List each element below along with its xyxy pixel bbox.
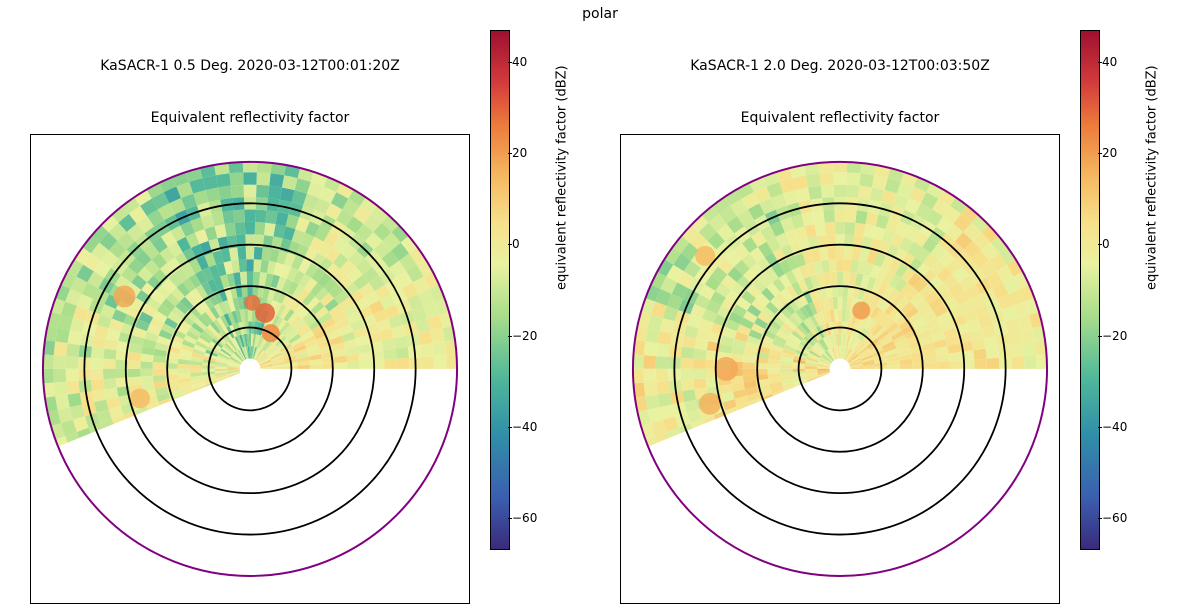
- colorbar-tick: 0: [512, 237, 520, 251]
- colorbar-gradient-left: [490, 30, 510, 550]
- title-line2: Equivalent reflectivity factor: [151, 110, 350, 126]
- colorbar-tick: 0: [1102, 237, 1110, 251]
- figure-suptitle: polar: [0, 6, 1200, 22]
- colorbar-left: −60 −40 −20 0 20 40 equivalent reflectivity f…: [490, 30, 580, 550]
- subplot-right: KaSACR-1 2.0 Deg. 2020-03-12T00:03:50Z E…: [620, 40, 1060, 604]
- colorbar-right: −60 −40 −20 0 20 40 equivalent reflectivity f…: [1080, 30, 1170, 550]
- colorbar-tick: 20: [1102, 146, 1117, 160]
- title-line1: KaSACR-1 2.0 Deg. 2020-03-12T00:03:50Z: [690, 58, 990, 74]
- colorbar-tick: −60: [512, 511, 537, 525]
- title-line2: Equivalent reflectivity factor: [741, 110, 940, 126]
- colorbar-tick: −20: [512, 329, 537, 343]
- polar-plot-right: [621, 135, 1059, 603]
- subplot-left-title: KaSACR-1 0.5 Deg. 2020-03-12T00:01:20Z E…: [30, 40, 470, 128]
- colorbar-label-right: equivalent reflectivity factor (dBZ): [1145, 65, 1160, 290]
- polar-plot-left: [31, 135, 469, 603]
- colorbar-tick: −60: [1102, 511, 1127, 525]
- radar-data: [633, 161, 1047, 446]
- colorbar-tick: 40: [512, 55, 527, 69]
- colorbar-tick: −40: [512, 420, 537, 434]
- colorbar-tick: 40: [1102, 55, 1117, 69]
- title-line1: KaSACR-1 0.5 Deg. 2020-03-12T00:01:20Z: [100, 58, 400, 74]
- colorbar-tick: −20: [1102, 329, 1127, 343]
- subplot-left: KaSACR-1 0.5 Deg. 2020-03-12T00:01:20Z E…: [30, 40, 470, 604]
- plot-frame-right: [620, 134, 1060, 604]
- colorbar-gradient-right: [1080, 30, 1100, 550]
- plot-frame-left: [30, 134, 470, 604]
- colorbar-label-left: equivalent reflectivity factor (dBZ): [555, 65, 570, 290]
- colorbar-tick: 20: [512, 146, 527, 160]
- colorbar-tick: −40: [1102, 420, 1127, 434]
- subplot-right-title: KaSACR-1 2.0 Deg. 2020-03-12T00:03:50Z E…: [620, 40, 1060, 128]
